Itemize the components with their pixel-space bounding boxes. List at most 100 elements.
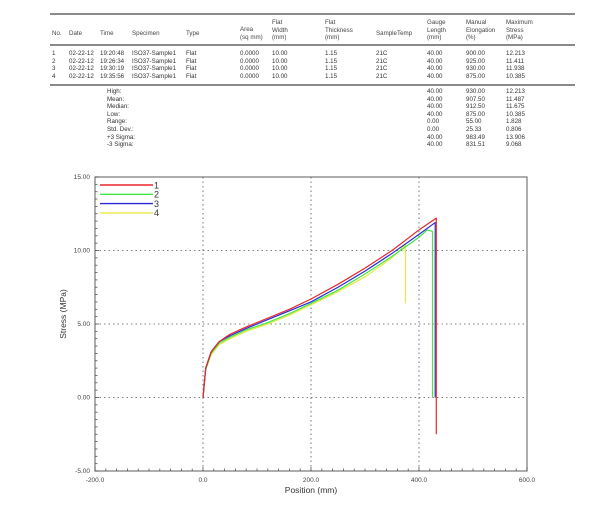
column-header-flat-thickness: Flat: [325, 19, 336, 26]
cell-time: 19:30:19: [100, 65, 125, 73]
stat-max-stress: 13.906: [506, 133, 525, 141]
column-header-manual-elongation: (%): [466, 34, 476, 42]
cell-date: 02-22-12: [69, 57, 94, 65]
cell-type: Flat: [186, 65, 197, 73]
column-header-no: No.: [52, 30, 62, 37]
stat-gauge-length: 0.00: [427, 118, 440, 126]
cell-gauge-length: 40.00: [427, 50, 443, 57]
cell-date: 02-22-12: [69, 73, 94, 81]
column-header-time: Time: [100, 30, 114, 37]
cell-sample-temp: 21C: [376, 57, 388, 65]
stat-gauge-length: 40.00: [427, 141, 443, 149]
cell-manual-elongation: 930.00: [466, 65, 485, 73]
stat-max-stress: 11.487: [506, 95, 525, 103]
column-header-type: Type: [186, 30, 200, 37]
cell-no: 4: [52, 73, 56, 81]
cell-date: 02-22-12: [69, 65, 94, 73]
column-header-gauge-length: Length: [427, 26, 446, 34]
cell-max-stress: 12.213: [506, 50, 525, 57]
legend-label-4: 4: [154, 208, 159, 218]
cell-manual-elongation: 900.00: [466, 50, 485, 57]
series-2-line: [202, 229, 434, 398]
stat-label: +3 Sigma:: [107, 133, 136, 141]
column-header-date: Date: [69, 30, 83, 37]
stat-manual-elongation: 912.50: [466, 103, 485, 111]
stat-max-stress: 11.675: [506, 103, 525, 111]
x-tick-label: 400.0: [411, 477, 428, 484]
x-tick-label: 600.0: [519, 477, 536, 484]
cell-flat-thickness: 1.15: [325, 50, 338, 57]
cell-no: 2: [52, 57, 56, 65]
stat-max-stress: 12.213: [506, 88, 525, 95]
cell-flat-width: 10.00: [272, 50, 288, 57]
stat-max-stress: 9.068: [506, 141, 522, 149]
cell-max-stress: 10.385: [506, 73, 525, 81]
cell-no: 1: [52, 50, 56, 57]
table-top-rule: [50, 13, 575, 15]
cell-time: 19:26:34: [100, 57, 125, 65]
cell-flat-thickness: 1.15: [325, 73, 338, 81]
cell-flat-width: 10.00: [272, 65, 288, 73]
x-tick-label: 0.0: [198, 477, 207, 484]
stat-manual-elongation: 831.51: [466, 141, 485, 149]
cell-date: 02-22-12: [69, 50, 94, 57]
cell-type: Flat: [186, 73, 197, 81]
table-bottom-rule: [50, 84, 575, 86]
column-header-max-stress: Maximum: [506, 19, 533, 26]
stat-label: -3 Sigma:: [107, 141, 134, 149]
cell-specimen: ISO37-Sample1: [132, 57, 177, 65]
y-tick-label: 10.00: [74, 248, 91, 255]
column-header-flat-width: (mm): [272, 34, 287, 42]
cell-flat-thickness: 1.15: [325, 57, 338, 65]
cell-flat-width: 10.00: [272, 57, 288, 65]
table-header-rule: [50, 44, 575, 46]
column-header-manual-elongation: Elongation: [466, 26, 496, 34]
cell-no: 3: [52, 65, 56, 73]
column-header-flat-thickness: Thickness: [325, 26, 353, 34]
cell-sample-temp: 21C: [376, 65, 388, 73]
legend-label-2: 2: [154, 190, 159, 200]
stat-manual-elongation: 907.50: [466, 95, 485, 103]
column-header-flat-thickness: (mm): [325, 34, 340, 42]
cell-max-stress: 11.938: [506, 65, 525, 73]
stat-manual-elongation: 55.00: [466, 118, 482, 126]
cell-area: 0.0000: [240, 57, 259, 65]
x-tick-label: -200.0: [86, 477, 105, 484]
cell-specimen: ISO37-Sample1: [132, 65, 177, 73]
stat-max-stress: 10.385: [506, 110, 525, 118]
cell-max-stress: 11.411: [506, 57, 525, 65]
column-header-sample-temp: SampleTemp: [376, 30, 413, 37]
cell-area: 0.0000: [240, 73, 259, 81]
y-axis-title: Stress (MPa): [58, 289, 68, 339]
stat-manual-elongation: 983.49: [466, 133, 485, 141]
cell-sample-temp: 21C: [376, 50, 388, 57]
cell-specimen: ISO37-Sample1: [132, 50, 177, 57]
series-1-line: [202, 217, 437, 435]
column-header-specimen: Specimen: [132, 30, 160, 37]
stat-gauge-length: 40.00: [427, 110, 443, 118]
legend-label-3: 3: [154, 199, 159, 209]
stat-manual-elongation: 25.33: [466, 126, 482, 133]
cell-area: 0.0000: [240, 50, 259, 57]
stat-max-stress: 1.828: [506, 118, 522, 126]
x-tick-label: 200.0: [303, 477, 320, 484]
stat-manual-elongation: 875.00: [466, 110, 485, 118]
column-header-flat-width: Width: [272, 26, 288, 34]
y-tick-label: 5.00: [77, 321, 90, 328]
cell-gauge-length: 40.00: [427, 57, 443, 65]
stat-gauge-length: 40.00: [427, 103, 443, 111]
column-header-area: Area: [240, 26, 254, 33]
cell-sample-temp: 21C: [376, 73, 388, 81]
column-header-gauge-length: (mm): [427, 34, 442, 42]
stat-label: Std. Dev.:: [107, 126, 134, 133]
legend-label-1: 1: [154, 180, 159, 190]
y-tick-label: -5.00: [75, 468, 90, 475]
stat-label: Range:: [107, 118, 127, 126]
cell-area: 0.0000: [240, 65, 259, 73]
column-header-max-stress: Stress: [506, 26, 524, 34]
stat-label: Mean:: [107, 95, 125, 103]
column-header-area: (sq mm): [240, 33, 263, 41]
stat-gauge-length: 0.00: [427, 126, 440, 133]
stat-label: Low:: [107, 110, 121, 118]
